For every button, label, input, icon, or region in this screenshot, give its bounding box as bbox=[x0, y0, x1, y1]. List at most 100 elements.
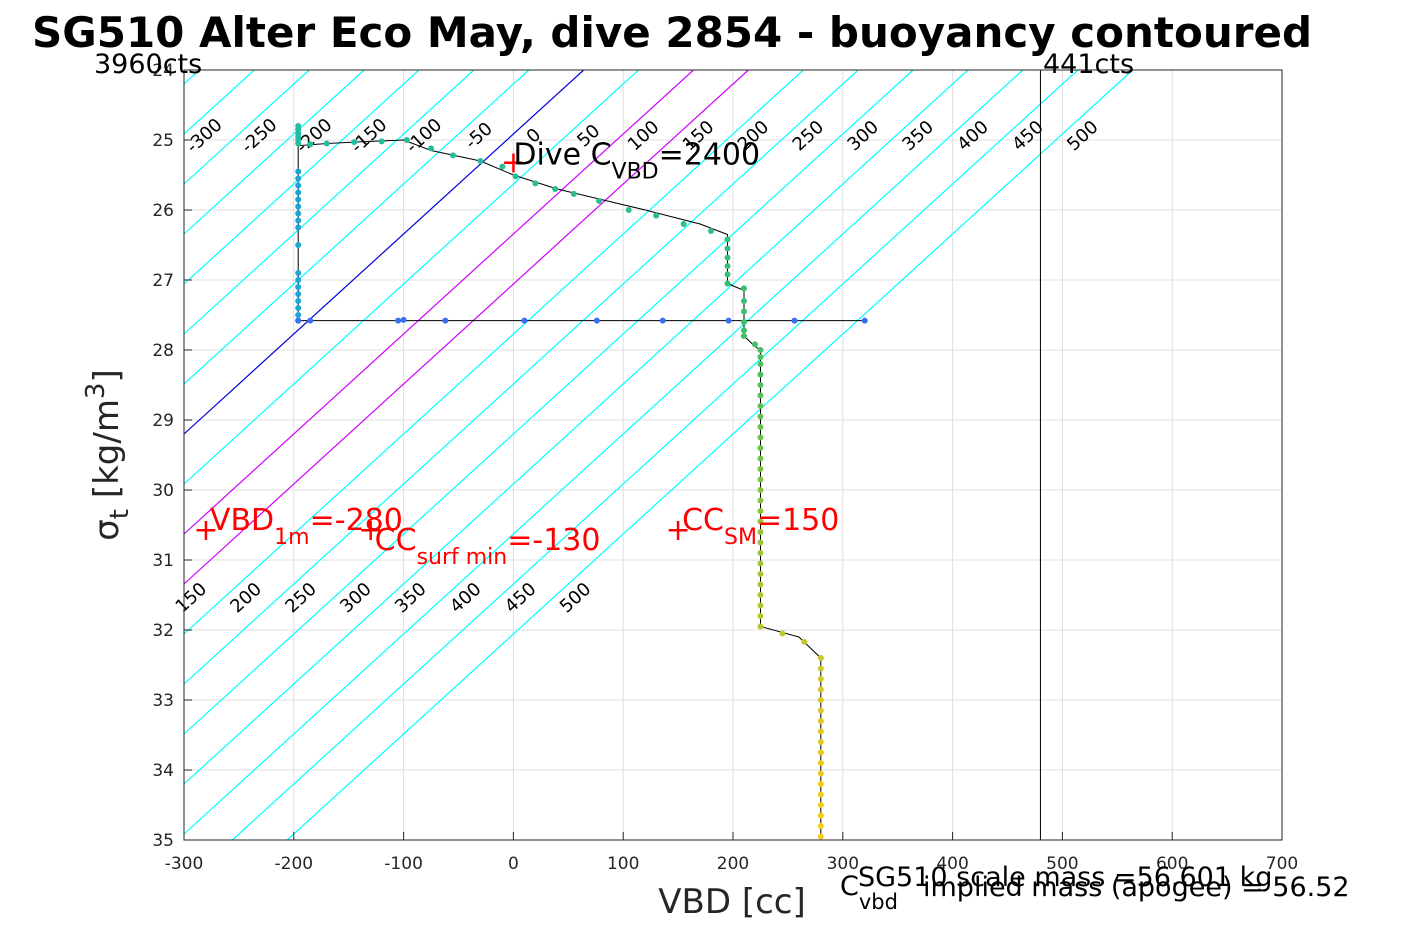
marker-plus: + bbox=[666, 513, 691, 548]
marker-label: CCSM=150 bbox=[682, 503, 839, 550]
dive-point bbox=[499, 163, 506, 170]
dive-point bbox=[817, 760, 824, 766]
contour-lines bbox=[184, 70, 1134, 840]
contour-line bbox=[231, 70, 1079, 840]
marker-plus: + bbox=[193, 513, 218, 548]
contour-line bbox=[286, 70, 1134, 840]
x-tick-label: -300 bbox=[165, 854, 204, 874]
dive-point bbox=[757, 445, 764, 451]
x-tick-label: 500 bbox=[1046, 854, 1078, 874]
contour-line bbox=[184, 70, 475, 335]
x-tick-label: 100 bbox=[607, 854, 639, 874]
dive-point bbox=[757, 592, 764, 598]
dive-point bbox=[740, 285, 747, 292]
x-tick-label: 200 bbox=[717, 854, 749, 874]
dive-point bbox=[757, 403, 764, 409]
dive-point bbox=[757, 623, 764, 630]
climb-point bbox=[295, 175, 302, 182]
dive-point bbox=[757, 581, 764, 588]
climb-point bbox=[295, 189, 302, 196]
dive-point bbox=[653, 212, 660, 219]
dive-point bbox=[757, 361, 764, 367]
y-tick-label: 29 bbox=[152, 411, 174, 431]
y-label-sub: t bbox=[105, 509, 135, 519]
dive-point bbox=[817, 686, 824, 693]
y-tick-label: 31 bbox=[152, 551, 174, 571]
dive-point bbox=[757, 371, 764, 378]
dive-point bbox=[817, 676, 824, 682]
dive-point bbox=[708, 228, 715, 234]
dive-point bbox=[724, 245, 731, 252]
y-tick-label: 32 bbox=[152, 621, 174, 641]
contour-line bbox=[184, 70, 859, 685]
dive-point bbox=[817, 655, 824, 661]
scale-mass-note: SG510 scale mass =56.601 kg bbox=[858, 862, 1272, 893]
x-tick-label: -200 bbox=[275, 854, 314, 874]
climb-point bbox=[295, 224, 302, 231]
dive-point bbox=[817, 802, 824, 808]
dive-point bbox=[307, 141, 314, 148]
y-tick-label: 35 bbox=[152, 831, 174, 851]
marker-plus: + bbox=[501, 146, 526, 181]
dive-point bbox=[757, 476, 764, 483]
dive-point bbox=[757, 571, 764, 577]
climb-point bbox=[295, 284, 302, 290]
x-tick-label: 400 bbox=[936, 854, 968, 874]
apogee-point bbox=[295, 317, 302, 324]
apogee-point bbox=[395, 317, 402, 324]
dive-point bbox=[740, 319, 747, 325]
dive-point bbox=[724, 263, 731, 269]
dive-point bbox=[817, 833, 824, 840]
contour-line bbox=[184, 70, 694, 535]
climb-point bbox=[295, 298, 302, 304]
dive-point bbox=[680, 221, 687, 227]
climb-point bbox=[295, 277, 302, 283]
apogee-point bbox=[725, 317, 732, 324]
apogee-point bbox=[791, 317, 798, 324]
climb-point bbox=[295, 203, 302, 210]
x-tick-label: -100 bbox=[384, 854, 423, 874]
climb-point bbox=[295, 305, 302, 311]
dive-point bbox=[817, 697, 824, 703]
dive-point bbox=[757, 529, 764, 535]
y-label-units: [kg/m bbox=[87, 399, 127, 498]
dive-point bbox=[740, 298, 747, 304]
contour-line bbox=[184, 70, 639, 485]
dive-point bbox=[428, 145, 435, 152]
implied-mass-note: implied mass (apogee) = 56.52 bbox=[923, 872, 1350, 903]
dive-point bbox=[757, 560, 764, 567]
apogee-point bbox=[400, 316, 407, 323]
apogee-point bbox=[442, 317, 449, 324]
dive-point bbox=[351, 139, 358, 146]
dive-point bbox=[757, 347, 764, 353]
dive-point bbox=[817, 707, 824, 714]
dive-point bbox=[724, 236, 731, 243]
dive-point bbox=[757, 354, 764, 360]
climb-point bbox=[295, 217, 302, 224]
y-label-end: ] bbox=[87, 369, 127, 382]
right-counts-label: 441cts bbox=[1043, 49, 1134, 80]
axis-ticks: -300 -200 -100 0 100 200 300 400 500 600 700 24 25 26… bbox=[152, 61, 1298, 874]
apogee-point bbox=[307, 317, 314, 324]
x-tick-label: 0 bbox=[508, 854, 519, 874]
dive-point bbox=[378, 138, 385, 145]
y-tick-label: 33 bbox=[152, 691, 174, 711]
marker-label: VBD1m=-280 bbox=[210, 503, 403, 550]
dive-point bbox=[817, 781, 824, 787]
dive-point bbox=[817, 728, 824, 735]
contour-line bbox=[184, 70, 585, 435]
y-tick-label: 30 bbox=[152, 481, 174, 501]
marker-label: Dive CVBD=2400 bbox=[513, 138, 760, 185]
dive-point bbox=[757, 487, 764, 493]
climb-point bbox=[295, 291, 302, 297]
x-tick-label: 700 bbox=[1266, 854, 1298, 874]
marker-label: CCsurf min=-130 bbox=[375, 523, 601, 570]
apogee-point bbox=[593, 317, 600, 324]
dive-point bbox=[817, 665, 824, 672]
dive-point bbox=[757, 466, 764, 472]
climb-point bbox=[295, 242, 302, 248]
dive-point bbox=[817, 812, 824, 819]
contour-line bbox=[184, 70, 365, 235]
y-label-sup: 3 bbox=[81, 383, 111, 400]
